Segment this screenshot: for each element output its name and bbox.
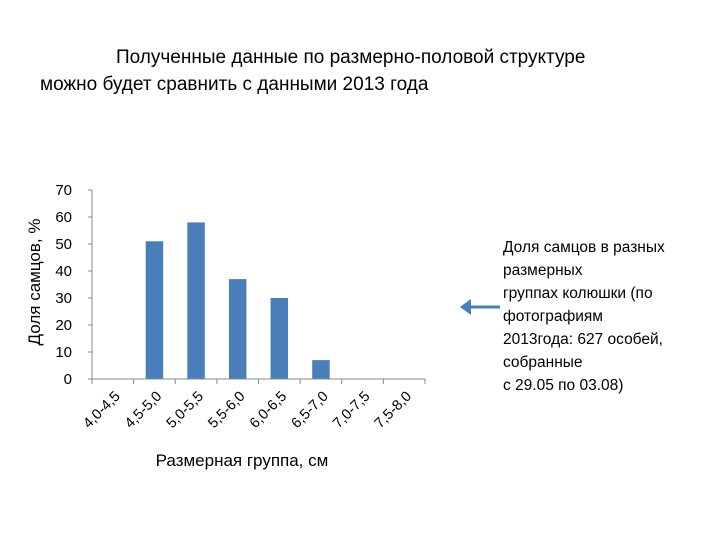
y-tick-label: 0 (64, 371, 72, 388)
x-tick-label: 7,0-7,5 (330, 389, 373, 432)
y-tick-label: 40 (55, 263, 72, 280)
note-line: собранные (503, 354, 583, 371)
y-axis-label: Доля самцов, % (25, 219, 44, 346)
x-tick-label: 5,0-5,5 (164, 389, 207, 432)
y-tick-label: 20 (55, 317, 72, 334)
x-axis: 4,0-4,54,5-5,05,0-5,55,5-6,06,0-6,56,5-7… (80, 378, 426, 432)
title-line-2: можно будет сравнить с данными 2013 года (40, 74, 429, 95)
note-line: группах колюшки (по (503, 285, 653, 302)
x-tick-label: 6,5-7,0 (289, 389, 332, 432)
bar (187, 222, 205, 379)
chart-note: Доля самцов в разных размерных группах к… (503, 236, 703, 397)
x-tick-label: 4,5-5,0 (122, 389, 165, 432)
y-tick-label: 50 (55, 236, 72, 253)
y-axis: 0 10 20 30 40 50 60 70 (55, 182, 93, 388)
x-tick-label: 4,0-4,5 (80, 389, 123, 432)
x-axis-label: Размерная группа, см (156, 451, 329, 470)
y-tick-label: 30 (55, 290, 72, 307)
note-line: размерных (503, 262, 583, 279)
bar (312, 360, 330, 379)
bar (270, 298, 289, 379)
note-line: фотографиям (503, 308, 603, 325)
note-line: Доля самцов в разных (503, 239, 665, 256)
bar (145, 241, 164, 379)
left-arrow-icon (460, 299, 500, 315)
x-tick-label: 7,5-8,0 (372, 389, 415, 432)
x-tick-label: 6,0-6,5 (247, 389, 290, 432)
note-line: 2013года: 627 особей, (503, 331, 663, 348)
title-line-1: Полученные данные по размерно-половой ст… (116, 47, 586, 68)
bars (145, 222, 330, 379)
y-tick-label: 70 (55, 182, 72, 199)
note-line: с 29.05 по 03.08) (503, 377, 624, 394)
y-tick-label: 10 (55, 344, 72, 361)
slide-title: Полученные данные по размерно-половой ст… (40, 44, 680, 98)
bar (228, 279, 247, 379)
y-tick-label: 60 (55, 209, 72, 226)
x-tick-label: 5,5-6,0 (205, 389, 248, 432)
